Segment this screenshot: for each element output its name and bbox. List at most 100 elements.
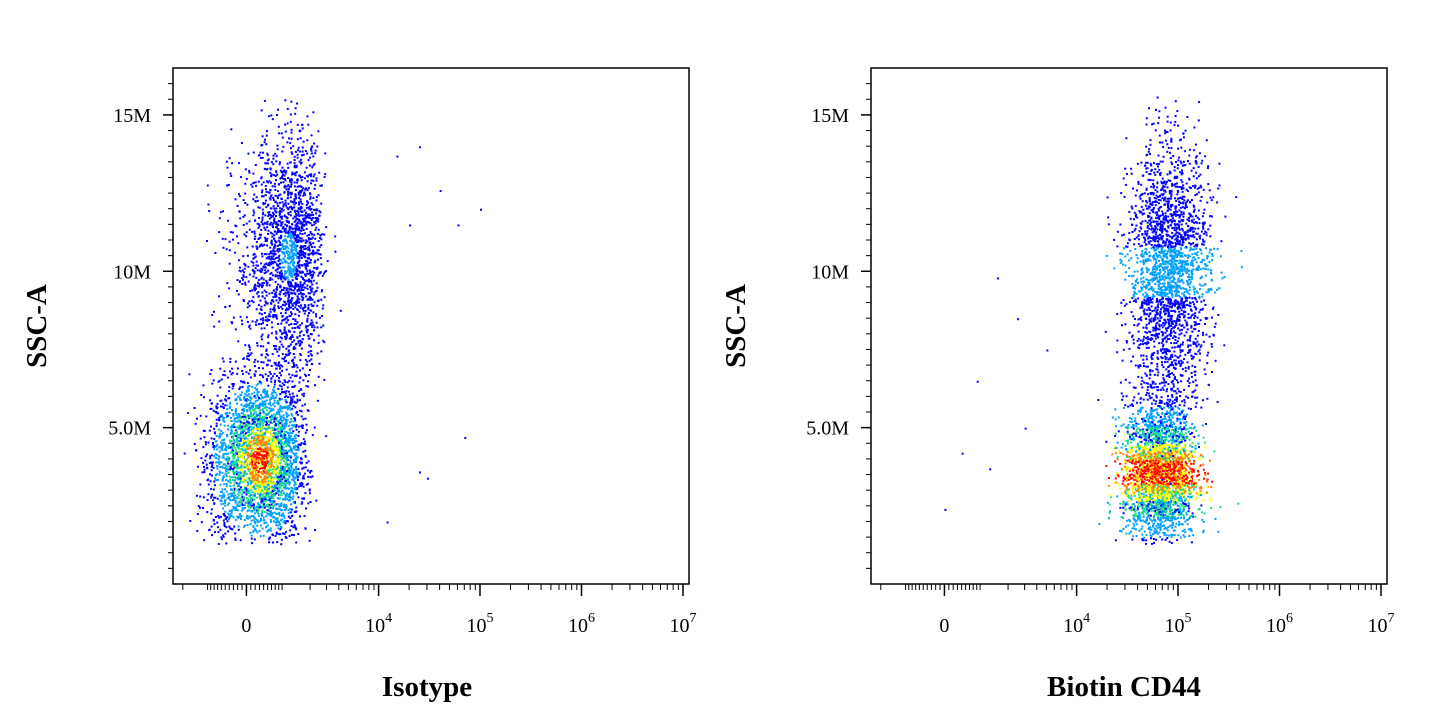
event-dot bbox=[229, 361, 232, 363]
event-dot bbox=[275, 485, 278, 488]
event-dot bbox=[292, 526, 295, 529]
event-dot bbox=[219, 435, 222, 438]
event-dot bbox=[277, 190, 279, 193]
event-dot bbox=[279, 455, 282, 458]
event-dot bbox=[315, 196, 318, 199]
event-dot bbox=[263, 457, 266, 460]
event-dot bbox=[232, 516, 235, 519]
event-dot bbox=[256, 395, 259, 398]
event-dot bbox=[289, 239, 292, 242]
event-dot bbox=[261, 483, 264, 486]
event-dot bbox=[241, 488, 244, 491]
event-dot bbox=[277, 434, 279, 437]
event-dot bbox=[313, 252, 316, 255]
event-dot bbox=[279, 336, 282, 339]
event-dot bbox=[293, 234, 296, 237]
event-dot bbox=[239, 217, 242, 220]
event-dot bbox=[305, 374, 307, 377]
event-dot bbox=[285, 442, 288, 445]
event-dot bbox=[221, 414, 223, 417]
event-dot bbox=[270, 476, 273, 479]
event-dot bbox=[269, 521, 272, 523]
event-dot bbox=[260, 517, 262, 520]
event-dot bbox=[265, 428, 267, 431]
event-dot bbox=[234, 412, 237, 415]
event-dot bbox=[276, 454, 279, 457]
event-dot bbox=[254, 219, 257, 222]
event-dot bbox=[256, 524, 259, 527]
event-dot bbox=[297, 261, 300, 264]
event-dot bbox=[269, 246, 272, 249]
event-dot bbox=[224, 238, 227, 241]
event-dot bbox=[253, 466, 256, 469]
event-dot bbox=[301, 467, 304, 470]
event-dot bbox=[226, 516, 229, 518]
event-dot bbox=[264, 436, 267, 439]
event-dot bbox=[268, 508, 271, 511]
event-dot bbox=[234, 494, 237, 497]
event-dot bbox=[265, 301, 267, 304]
event-dot bbox=[295, 285, 298, 288]
event-dot bbox=[273, 310, 276, 313]
event-dot bbox=[278, 425, 281, 428]
event-dot bbox=[302, 306, 305, 309]
event-dot bbox=[243, 491, 245, 494]
event-dot bbox=[291, 236, 294, 239]
event-dot bbox=[288, 137, 290, 140]
event-dot bbox=[262, 284, 264, 287]
event-dot bbox=[234, 476, 237, 479]
event-dot bbox=[287, 202, 290, 205]
event-dot bbox=[287, 266, 290, 269]
event-dot bbox=[256, 451, 259, 454]
event-dot bbox=[280, 198, 283, 200]
event-dot bbox=[208, 210, 211, 212]
event-dot bbox=[289, 232, 292, 235]
event-dot bbox=[290, 503, 293, 506]
event-dot bbox=[246, 453, 249, 456]
event-dot bbox=[316, 300, 319, 302]
event-dot bbox=[295, 277, 298, 280]
event-dot bbox=[217, 435, 220, 438]
event-dot bbox=[210, 407, 213, 410]
event-dot bbox=[265, 444, 268, 447]
event-dot bbox=[255, 184, 258, 187]
event-dot bbox=[301, 482, 304, 485]
event-dot bbox=[272, 427, 275, 430]
event-dot bbox=[242, 358, 245, 360]
event-dot bbox=[291, 276, 294, 279]
event-dot bbox=[271, 479, 274, 482]
event-dot bbox=[262, 317, 265, 320]
event-dot bbox=[248, 395, 251, 398]
event-dot bbox=[270, 419, 272, 422]
event-dot bbox=[290, 439, 293, 442]
event-dot bbox=[316, 145, 319, 148]
event-dot bbox=[273, 417, 276, 420]
event-dot bbox=[280, 132, 283, 135]
event-dot bbox=[306, 482, 309, 485]
event-dot bbox=[203, 471, 206, 473]
event-dot bbox=[305, 227, 308, 230]
event-dot bbox=[215, 435, 218, 437]
event-dot bbox=[247, 502, 250, 505]
event-dot bbox=[238, 426, 241, 429]
event-dot bbox=[257, 489, 259, 491]
event-dot bbox=[257, 424, 259, 426]
event-dot bbox=[288, 437, 291, 440]
event-dot bbox=[199, 483, 202, 486]
event-dot bbox=[264, 356, 267, 359]
event-dot bbox=[221, 443, 224, 446]
event-dot bbox=[241, 386, 244, 388]
event-dot bbox=[276, 248, 279, 251]
event-dot bbox=[306, 216, 309, 219]
event-dot bbox=[265, 409, 268, 412]
event-dot bbox=[243, 214, 246, 217]
event-dot bbox=[278, 397, 281, 400]
event-dot bbox=[278, 247, 281, 250]
event-dot bbox=[284, 294, 287, 297]
event-dot bbox=[298, 390, 301, 392]
event-dot bbox=[292, 479, 295, 482]
event-dot bbox=[272, 434, 275, 436]
event-dot bbox=[278, 384, 281, 387]
event-dot bbox=[267, 334, 270, 337]
event-dot bbox=[241, 431, 244, 434]
